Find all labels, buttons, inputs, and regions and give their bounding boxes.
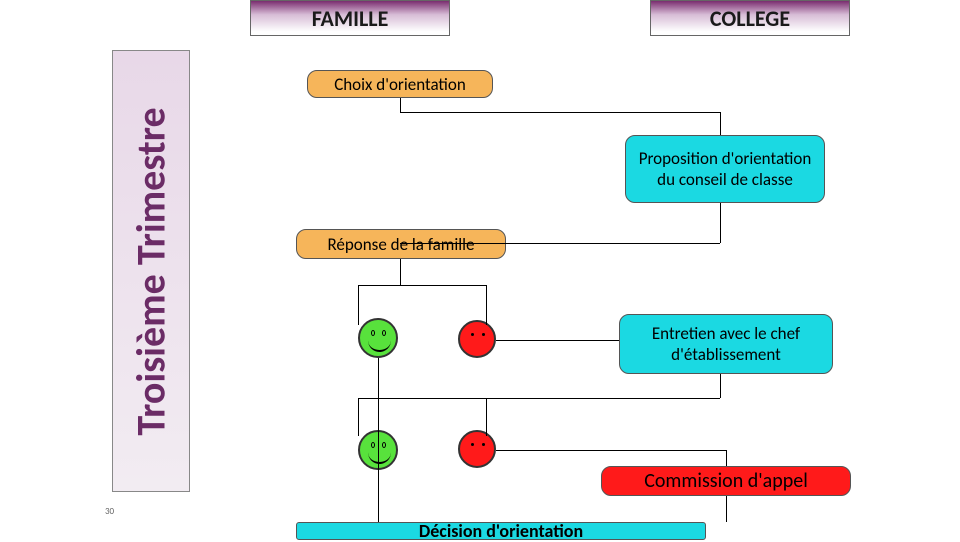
node-entretien-label: Entretien avec le chef d'établissement xyxy=(630,323,822,365)
connector xyxy=(400,112,720,113)
connector xyxy=(496,450,726,451)
trimester-label-box: Troisième Trimestre xyxy=(112,50,190,492)
node-choix-label: Choix d'orientation xyxy=(334,74,466,95)
connector xyxy=(358,398,359,436)
connector xyxy=(400,243,401,244)
connector xyxy=(496,340,619,341)
page-number: 30 xyxy=(105,506,114,517)
node-reponse-famille: Réponse de la famille xyxy=(296,229,506,259)
connector xyxy=(486,398,487,436)
connector xyxy=(378,470,379,522)
connector xyxy=(726,496,727,522)
connector xyxy=(358,398,720,399)
node-decision-orientation: Décision d'orientation xyxy=(296,522,706,540)
connector xyxy=(400,259,401,285)
connector xyxy=(726,450,727,466)
node-decision-label: Décision d'orientation xyxy=(419,520,583,542)
connector xyxy=(720,203,721,243)
sad-face-1 xyxy=(458,320,496,358)
header-famille: FAMILLE xyxy=(250,0,450,36)
happy-face-1 xyxy=(358,318,398,358)
connector xyxy=(400,243,720,244)
header-famille-text: FAMILLE xyxy=(312,5,389,32)
sad-face-2 xyxy=(458,430,496,468)
node-reponse-label: Réponse de la famille xyxy=(327,234,474,255)
connector xyxy=(486,285,487,325)
connector xyxy=(400,98,401,112)
connector xyxy=(358,285,486,286)
node-choix-orientation: Choix d'orientation xyxy=(307,70,493,98)
connector xyxy=(358,285,359,325)
trimester-label: Troisième Trimestre xyxy=(127,107,176,435)
node-commission-label: Commission d'appel xyxy=(644,469,808,493)
connector xyxy=(720,112,721,135)
node-entretien: Entretien avec le chef d'établissement xyxy=(619,314,833,374)
connector xyxy=(720,374,721,398)
node-proposition: Proposition d'orientation du conseil de … xyxy=(625,135,825,203)
header-college-text: COLLEGE xyxy=(710,5,790,32)
header-college: COLLEGE xyxy=(650,0,850,36)
node-proposition-label: Proposition d'orientation du conseil de … xyxy=(636,148,814,190)
node-commission-appel: Commission d'appel xyxy=(601,466,851,496)
